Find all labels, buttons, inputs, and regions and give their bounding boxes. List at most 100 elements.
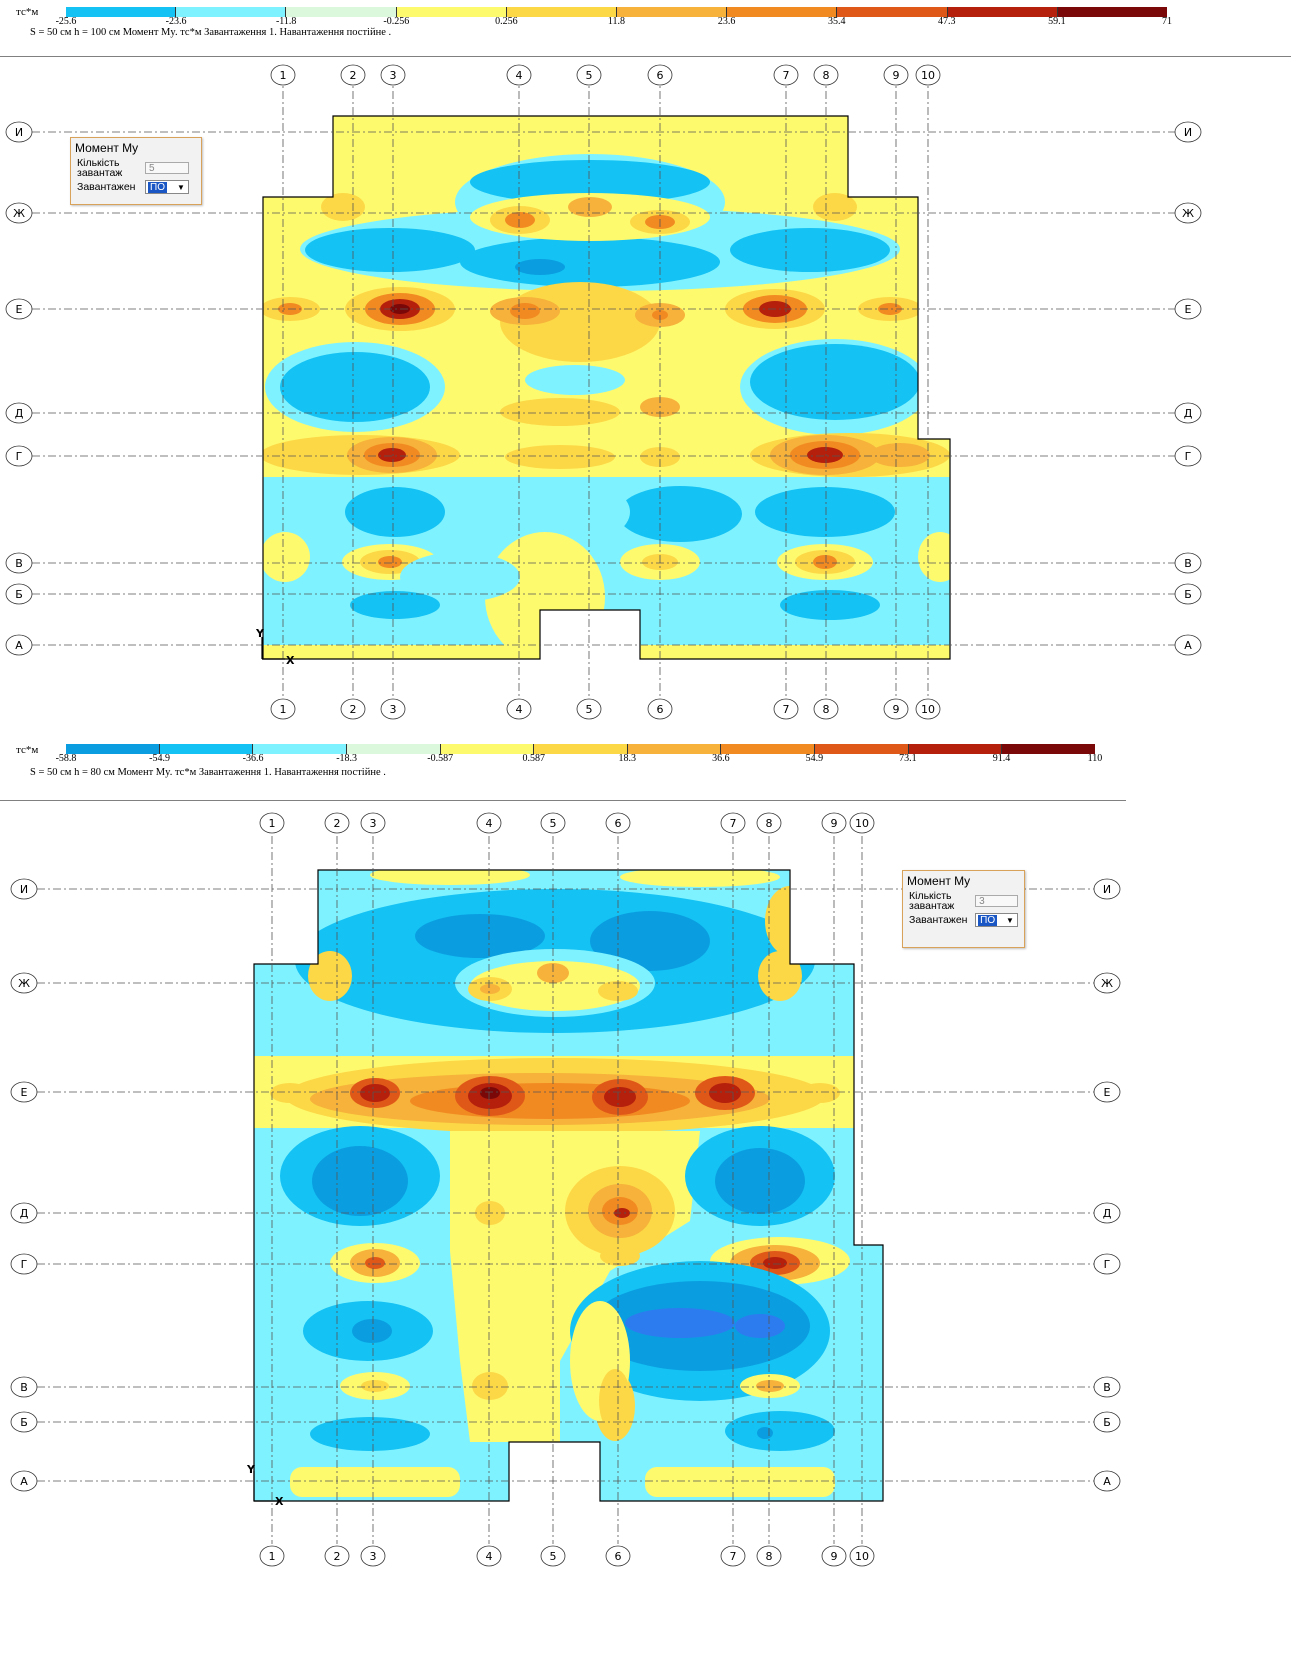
legend-tick-label: 54.9 (805, 753, 824, 764)
grid-row-label: Ж (1101, 977, 1113, 990)
legend-swatch (66, 7, 177, 17)
legend-swatch (627, 744, 722, 754)
panel-title: Момент My (907, 874, 971, 888)
grid-bubble (476, 1545, 502, 1567)
legend-tick-label: -0.256 (383, 16, 410, 27)
grid-bubble (576, 64, 602, 86)
grid-row-label: Е (1185, 303, 1192, 316)
grid-col-label: 8 (766, 817, 773, 830)
grid-bubble (915, 64, 941, 86)
slab-outline (253, 869, 884, 1502)
grid-col-label: 4 (516, 703, 523, 716)
legend-swatch (534, 744, 628, 754)
axis-marker: Y X (255, 627, 295, 667)
grid-bubble (647, 64, 673, 86)
grid-col-label: 6 (657, 703, 664, 716)
grid-bubble (5, 121, 33, 143)
contour-plot-1: 1 1 2 2 3 3 4 4 5 5 6 6 7 7 8 8 9 9 10 10 И И Ж Ж Е Е Д Д Г Г В В Б Б А А Y… (0, 57, 1291, 725)
grid-row-label: Б (15, 588, 23, 601)
grid-bubble (1093, 1253, 1121, 1275)
grid-col-label: 8 (766, 1550, 773, 1563)
legend-tick-label: -11.8 (275, 16, 297, 27)
grid-bubble (10, 1470, 38, 1492)
grid-col-label: 10 (921, 69, 935, 82)
count-input[interactable]: 3 (975, 895, 1018, 907)
grid-bubble (1174, 121, 1202, 143)
grid-bubble (540, 812, 566, 834)
grid-bubble (5, 445, 33, 467)
grid-bubble (506, 698, 532, 720)
legend-ticks: -58.8 -54.9 -36.6 -18.3 -0.587 0.587 18.3 36.6 5… (56, 753, 1103, 767)
count-label: Кількість завантаж (909, 890, 955, 912)
count-input[interactable]: 5 (145, 162, 189, 174)
legend-tick-label: 0.256 (495, 16, 518, 27)
grid-col-label: 5 (586, 703, 593, 716)
grid-bubble (5, 402, 33, 424)
legend-swatch (176, 7, 287, 17)
case-value: ПО (148, 181, 167, 193)
grid-bubble (340, 64, 366, 86)
legend-swatch (721, 744, 816, 754)
count-label: Кількість завантаж (77, 157, 123, 179)
grid-bubble (380, 698, 406, 720)
legend-tick-label: -36.6 (242, 753, 264, 764)
grid-col-label: 8 (823, 703, 830, 716)
legend-color-bar (66, 744, 1096, 754)
grid-bubble (360, 1545, 386, 1567)
grid-col-label: 9 (831, 1550, 838, 1563)
grid-col-label: 7 (783, 703, 790, 716)
chevron-down-icon[interactable]: ▼ (1006, 915, 1014, 925)
grid-bubble (10, 878, 38, 900)
grid-row-label: Д (1103, 1207, 1112, 1220)
legend-tick-label: -54.9 (149, 753, 170, 764)
legend-tick-label: 73.1 (899, 753, 917, 764)
grid-bubble (270, 64, 296, 86)
grid-row-label: Е (16, 303, 23, 316)
grid-bubble (720, 812, 746, 834)
legend-tick-label: -18.3 (336, 753, 358, 764)
contour-field (263, 116, 950, 659)
grid-col-label: 3 (390, 69, 397, 82)
grid-bubble (340, 698, 366, 720)
grid-row-label: И (20, 883, 28, 896)
legend-swatch (346, 744, 441, 754)
grid-row-label: Б (1184, 588, 1192, 601)
grid-bubble (576, 698, 602, 720)
contour-field (254, 870, 883, 1501)
grid-bubble (324, 1545, 350, 1567)
grid-bubble (1174, 402, 1202, 424)
case-select[interactable]: ПО ▼ (145, 180, 189, 194)
chevron-down-icon[interactable]: ▼ (177, 182, 185, 192)
grid-col-label: 4 (486, 817, 493, 830)
grid-bubble (5, 202, 33, 224)
grid-bubble (915, 698, 941, 720)
grid-axes: 1 1 2 2 3 3 4 4 5 5 6 6 7 7 8 8 9 9 10 10 И И Ж Ж Е Е Д Д Г Г В В Б Б А А (10, 812, 1121, 1567)
legend-tick-label: 110 (1087, 753, 1103, 764)
grid-bubble (259, 812, 285, 834)
grid-col-label: 1 (280, 703, 287, 716)
grid-col-label: 6 (657, 69, 664, 82)
axis-y-label: Y (255, 627, 265, 640)
legend-tick-label: -23.6 (165, 16, 187, 27)
legend-tick-label: 91.4 (992, 753, 1011, 764)
grid-row-label: Ж (18, 977, 30, 990)
grid-col-label: 6 (615, 1550, 622, 1563)
grid-col-label: 10 (855, 817, 869, 830)
grid-bubble (605, 1545, 631, 1567)
legend-swatch (727, 7, 838, 17)
case-select[interactable]: ПО ▼ (975, 913, 1018, 927)
grid-bubble (849, 812, 875, 834)
grid-row-label: Г (16, 450, 23, 463)
grid-bubble (1174, 634, 1202, 656)
legend-tick-label: -58.8 (55, 753, 77, 764)
grid-col-label: 7 (730, 1550, 737, 1563)
grid-col-label: 10 (855, 1550, 869, 1563)
grid-col-label: 2 (350, 69, 357, 82)
slab-outline (262, 115, 951, 660)
grid-col-label: 1 (269, 817, 276, 830)
legend-swatch (440, 744, 535, 754)
grid-bubble (324, 812, 350, 834)
legend-tick-label: 0.587 (522, 753, 545, 764)
grid-row-label: А (20, 1475, 28, 1488)
grid-bubble (360, 812, 386, 834)
